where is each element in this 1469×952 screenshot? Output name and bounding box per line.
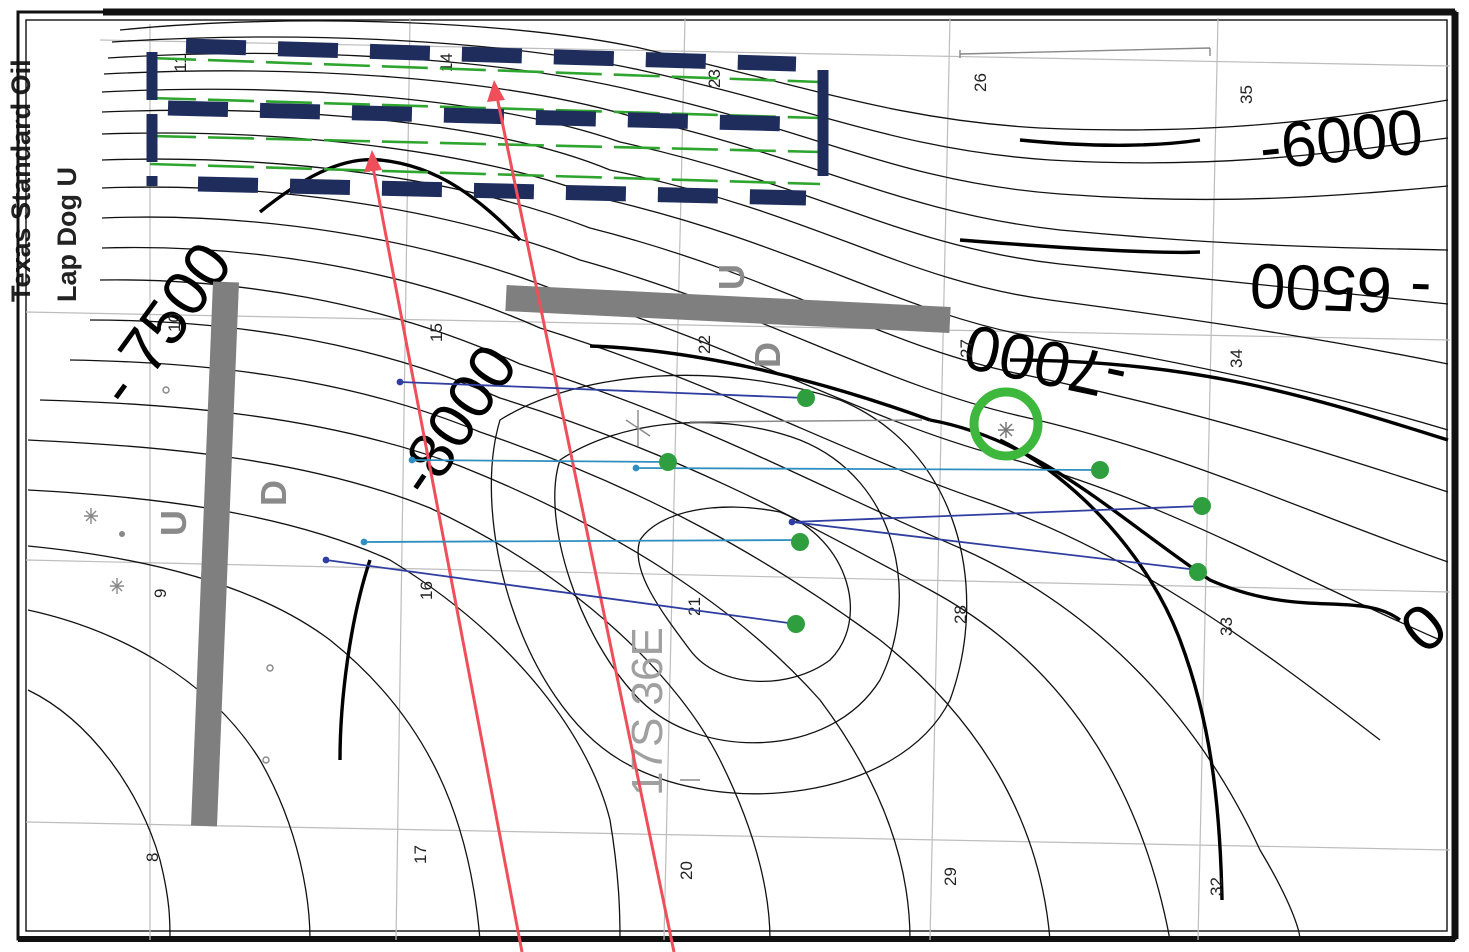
section-35: 35 <box>1237 85 1256 104</box>
well-dot-4 <box>1193 497 1211 515</box>
unit-lateral-1 <box>149 56 821 84</box>
north-fault-down-label: D <box>747 342 788 368</box>
unit-outline-middle <box>167 100 791 132</box>
well-dot-3 <box>1091 461 1109 479</box>
well-symbol-star <box>998 422 1014 438</box>
contour-label-6000: -6000 <box>1256 95 1426 184</box>
lateral-7 <box>325 559 797 625</box>
well-dot-2 <box>659 453 677 471</box>
unit-lateral-2 <box>149 96 821 120</box>
lateral-2-toe <box>408 456 416 464</box>
unit-lateral-4 <box>149 162 821 186</box>
lateral-6 <box>363 539 801 543</box>
unit-lateral-3 <box>149 134 821 154</box>
township-range-label: 17S 36E <box>623 627 672 796</box>
section-11: 11 <box>171 54 190 72</box>
section-26: 26 <box>971 73 990 92</box>
lateral-4 <box>791 505 1203 523</box>
section-9: 9 <box>151 589 170 598</box>
lateral-3 <box>635 467 1101 471</box>
pointer-arrows <box>364 80 676 952</box>
section-27: 27 <box>957 339 976 358</box>
section-33: 33 <box>1217 617 1236 636</box>
well-dot-1 <box>797 389 815 407</box>
section-28: 28 <box>951 605 970 624</box>
well-dot-7 <box>787 615 805 633</box>
contour-label-8000: -8000 <box>380 332 531 508</box>
unit-outline-top <box>185 38 797 72</box>
section-22: 22 <box>695 335 714 354</box>
contour-label-partial: 0 <box>1387 589 1461 667</box>
contour-label-6500: - 6500 <box>1249 250 1433 328</box>
north-fault <box>505 285 951 333</box>
lateral-5 <box>791 521 1199 571</box>
section-29: 29 <box>941 867 960 886</box>
well-locations <box>659 389 1211 633</box>
unit-outline <box>146 38 829 206</box>
west-fault <box>191 281 239 827</box>
pointer-arrowhead-west <box>364 150 382 172</box>
structure-contours <box>27 20 1449 941</box>
contour-labels: - 7500 -8000 -7000 - 6500 -6000 0 <box>81 95 1460 667</box>
lateral-6-toe <box>360 538 368 546</box>
west-fault-up-label: U <box>153 510 194 536</box>
other-well-symbols <box>84 47 1211 781</box>
lateral-1-toe <box>396 378 404 386</box>
lateral-3-toe <box>632 464 640 472</box>
pointer-arrow-west <box>370 161 524 952</box>
map-inner-frame <box>25 19 1448 932</box>
section-32: 32 <box>1207 877 1226 896</box>
lateral-2 <box>411 459 669 463</box>
section-20: 20 <box>677 861 696 880</box>
west-fault-down-label: D <box>253 480 294 506</box>
section-16: 16 <box>417 581 436 600</box>
section-10: 10 <box>165 313 184 332</box>
section-15: 15 <box>427 323 446 342</box>
section-8: 8 <box>143 853 162 862</box>
section-17: 17 <box>411 845 430 864</box>
highlight-circle <box>969 387 1043 461</box>
lateral-1 <box>399 381 807 399</box>
north-fault-up-label: U <box>711 264 752 290</box>
section-21: 21 <box>685 597 704 616</box>
section-34: 34 <box>1227 349 1246 368</box>
well-dot-6 <box>1189 563 1207 581</box>
section-grid <box>25 17 1451 941</box>
lateral-7-toe <box>322 556 330 564</box>
pointer-arrow-east <box>494 91 676 952</box>
unit-outline-bottom <box>197 176 807 206</box>
well-laterals <box>322 378 1203 625</box>
pointer-arrowhead-east <box>487 80 505 102</box>
well-dot-5 <box>791 533 809 551</box>
faults: U D U D <box>153 264 951 827</box>
